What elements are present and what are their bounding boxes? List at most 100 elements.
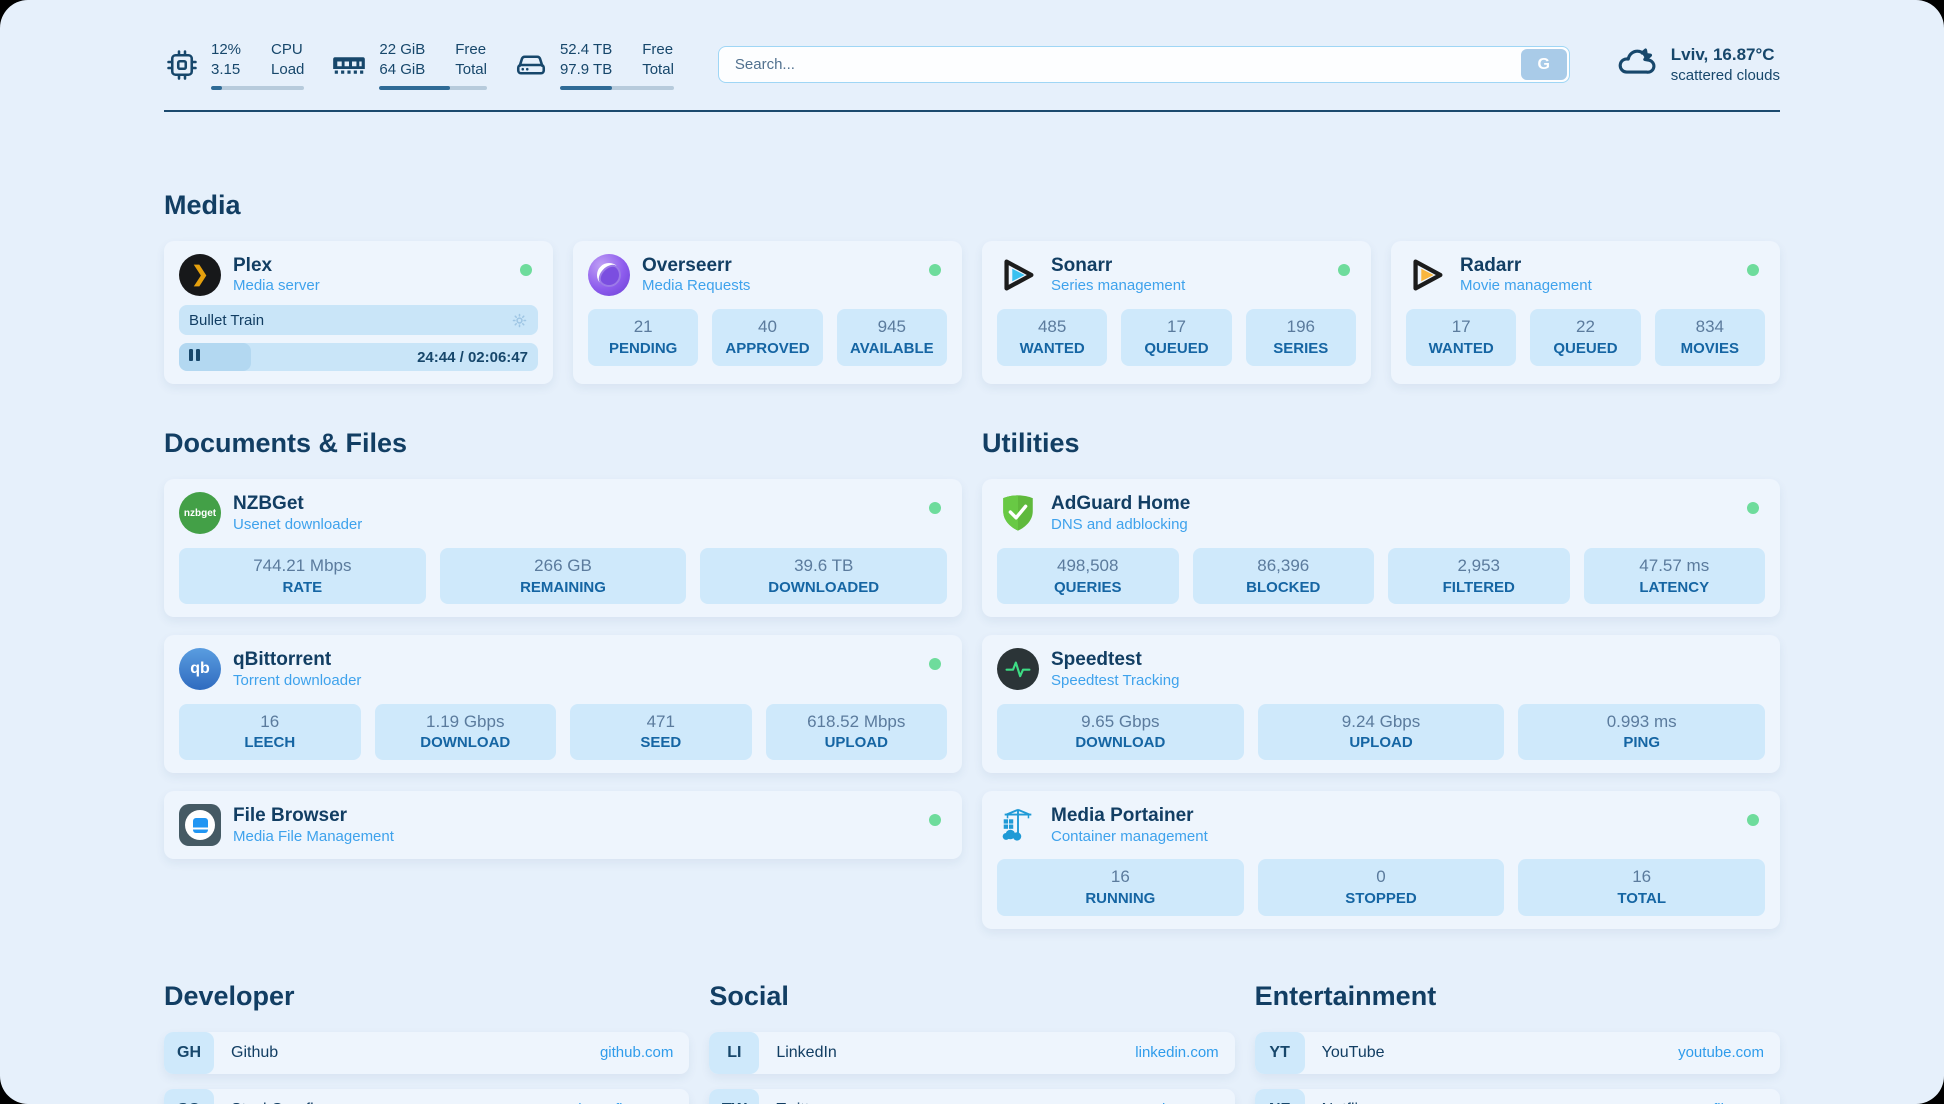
- disk-icon: [513, 47, 549, 83]
- disk-free-label: Free: [642, 41, 674, 58]
- link-url[interactable]: netflix.com: [1692, 1101, 1764, 1104]
- stat-movies: 834 MOVIES: [1654, 309, 1765, 366]
- status-online-dot: [929, 502, 941, 515]
- stat-leech: 16 LEECH: [179, 703, 361, 760]
- filebrowser-icon: [179, 804, 221, 847]
- stat-queued: 17 QUEUED: [1121, 309, 1232, 366]
- adguard-icon: [997, 492, 1039, 534]
- app-card-portainer[interactable]: Media Portainer Container management 16 R…: [982, 790, 1780, 929]
- section-title-entertainment: Entertainment: [1254, 980, 1437, 1011]
- section-title-media: Media: [164, 189, 241, 220]
- link-name: Netflix: [1322, 1101, 1366, 1104]
- status-online-dot: [929, 813, 941, 826]
- status-online-dot: [1747, 263, 1759, 276]
- stat-upload: 9.24 Gbps UPLOAD: [1257, 703, 1505, 760]
- disk-total-value: 97.9 TB: [559, 60, 613, 78]
- app-card-sonarr[interactable]: Sonarr Series management 485 WANTED 17 QUE…: [982, 240, 1371, 385]
- cpu-load-label: Load: [271, 60, 305, 78]
- stat-download: 9.65 Gbps DOWNLOAD: [997, 703, 1244, 760]
- link-url[interactable]: youtube.com: [1678, 1044, 1764, 1062]
- link-url[interactable]: stackoverflow.com: [551, 1101, 674, 1104]
- disk-monitor: 52.4 TB 97.9 TB Free Total: [513, 40, 674, 90]
- link-name: LinkedIn: [776, 1043, 837, 1061]
- stat-remaining: 266 GB REMAINING: [439, 547, 687, 605]
- section-title-utilities: Utilities: [982, 428, 1080, 459]
- app-card-speedtest[interactable]: Speedtest Speedtest Tracking 9.65 Gbps DO…: [982, 635, 1780, 773]
- disk-free-value: 52.4 TB: [559, 41, 613, 58]
- link-badge: YT: [1254, 1031, 1305, 1074]
- weather-location-temp: Lviv, 16.87°C: [1670, 45, 1775, 64]
- plex-icon: [179, 253, 221, 296]
- app-name: Overseerr: [642, 254, 732, 276]
- link-name: Github: [231, 1043, 279, 1061]
- stat-upload: 618.52 Mbps UPLOAD: [765, 703, 947, 760]
- link-row-github[interactable]: GH Github github.com: [164, 1031, 690, 1074]
- app-subtitle: Movie management: [1460, 277, 1592, 295]
- app-name: Radarr: [1460, 254, 1522, 276]
- app-card-filebrowser[interactable]: File Browser Media File Management: [164, 790, 962, 860]
- app-card-radarr[interactable]: Radarr Movie management 17 WANTED 22 QUEUE…: [1391, 240, 1780, 385]
- app-card-adguard[interactable]: AdGuard Home DNS and adblocking 498,508 Q…: [982, 479, 1780, 618]
- status-online-dot: [929, 658, 941, 671]
- app-card-nzbget[interactable]: nzbget NZBGet Usenet downloader 744.21 M…: [164, 479, 962, 618]
- link-row-netflix[interactable]: NF Netflix netflix.com: [1254, 1088, 1780, 1104]
- stat-running: 16 RUNNING: [997, 859, 1244, 916]
- stat-rate: 744.21 Mbps RATE: [179, 547, 426, 605]
- link-row-youtube[interactable]: YT YouTube youtube.com: [1254, 1031, 1780, 1074]
- link-badge: GH: [164, 1031, 214, 1074]
- app-name: Media Portainer: [1051, 804, 1194, 826]
- disk-total-label: Total: [642, 60, 674, 78]
- link-url[interactable]: linkedin.com: [1135, 1044, 1219, 1062]
- link-name: Twitter: [776, 1101, 823, 1104]
- app-subtitle: Series management: [1051, 277, 1186, 295]
- pause-icon[interactable]: [189, 348, 200, 366]
- qbittorrent-icon: qb: [179, 648, 221, 691]
- stat-ping: 0.993 ms PING: [1518, 703, 1766, 760]
- memory-free-label: Free: [455, 41, 487, 58]
- app-subtitle: Speedtest Tracking: [1051, 671, 1180, 689]
- search-provider-button[interactable]: G: [1520, 49, 1567, 81]
- now-playing-title: Bullet Train: [189, 311, 265, 329]
- app-subtitle: DNS and adblocking: [1051, 515, 1188, 533]
- link-badge: NF: [1254, 1088, 1305, 1104]
- app-name: File Browser: [233, 804, 348, 826]
- app-card-qbittorrent[interactable]: qb qBittorrent Torrent downloader 16 LEEC…: [164, 635, 962, 773]
- cpu-monitor: 12% 3.15 CPU Load: [164, 40, 305, 90]
- app-name: Speedtest: [1051, 649, 1142, 671]
- cpu-percent: 12%: [211, 41, 242, 58]
- stat-filtered: 2,953 FILTERED: [1388, 547, 1570, 605]
- app-subtitle: Torrent downloader: [233, 671, 362, 689]
- gear-icon[interactable]: [511, 312, 528, 329]
- app-subtitle: Usenet downloader: [233, 515, 363, 533]
- stat-queries: 498,508 QUERIES: [997, 547, 1179, 605]
- app-subtitle: Media server: [233, 277, 320, 295]
- search-input[interactable]: [717, 46, 1570, 84]
- link-url[interactable]: twitter.com: [1147, 1101, 1219, 1104]
- playback-progress-bar[interactable]: 24:44 / 02:06:47: [179, 343, 538, 372]
- radarr-icon: [1406, 254, 1448, 296]
- stat-pending: 21 PENDING: [588, 309, 699, 366]
- stat-wanted: 17 WANTED: [1406, 309, 1517, 366]
- status-online-dot: [1747, 813, 1759, 826]
- link-url[interactable]: github.com: [599, 1044, 674, 1062]
- cpu-label: CPU: [271, 41, 303, 58]
- app-card-plex[interactable]: Plex Media server Bullet Train: [164, 240, 553, 385]
- link-badge: TW: [709, 1088, 760, 1104]
- links-section-entertainment: Entertainment YT YouTube youtube.com NF …: [1254, 980, 1780, 1104]
- link-row-twitter[interactable]: TW Twitter twitter.com: [709, 1088, 1235, 1104]
- status-online-dot: [1747, 502, 1759, 515]
- app-card-overseerr[interactable]: Overseerr Media Requests 21 PENDING 40 APP…: [573, 240, 962, 385]
- link-row-stackoverflow[interactable]: SO StackOverflow stackoverflow.com: [164, 1088, 690, 1104]
- stat-queued: 22 QUEUED: [1530, 309, 1641, 366]
- cpu-icon: [164, 47, 200, 83]
- link-row-linkedin[interactable]: LI LinkedIn linkedin.com: [709, 1031, 1235, 1074]
- app-name: AdGuard Home: [1051, 493, 1191, 515]
- cpu-load-value: 3.15: [211, 60, 241, 78]
- cloud-icon: [1614, 40, 1658, 89]
- stat-wanted: 485 WANTED: [997, 309, 1108, 366]
- sonarr-icon: [997, 254, 1039, 296]
- app-name: qBittorrent: [233, 649, 332, 671]
- stat-available: 945 AVAILABLE: [836, 309, 947, 366]
- memory-icon: [330, 46, 368, 84]
